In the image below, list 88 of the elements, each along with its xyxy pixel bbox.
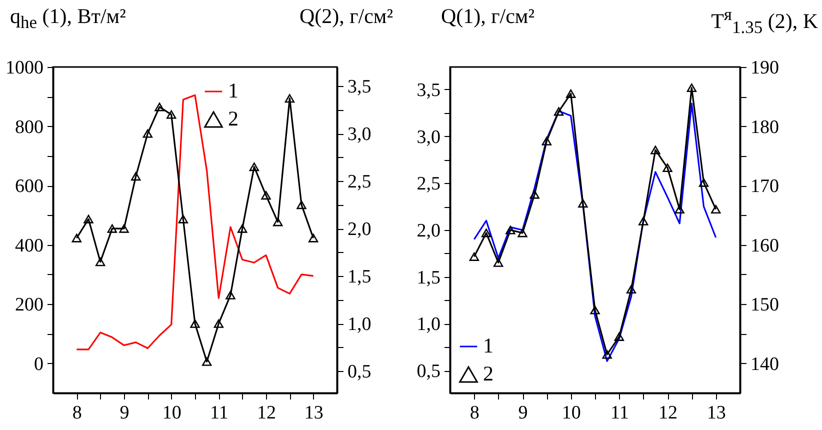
x-tick-label: 8 — [72, 402, 82, 424]
point — [308, 234, 318, 242]
y2-tick-label: 0,5 — [348, 362, 372, 383]
point — [131, 172, 141, 181]
y2-axis-title: T$^{я}$$_{1.35}$ (2), K — [711, 4, 818, 38]
y2-tick-label: 140 — [750, 354, 779, 375]
y-tick-label: 1,0 — [416, 314, 440, 336]
point — [214, 319, 224, 328]
y2-tick-label: 3,0 — [348, 124, 372, 146]
point — [650, 146, 660, 154]
y-axis-title: Q(1), г/см² — [441, 4, 535, 29]
point — [296, 200, 306, 210]
legend-label: 2 — [228, 106, 238, 130]
y2-tick-label: 3,5 — [348, 76, 372, 98]
legend-label: 1 — [228, 78, 238, 102]
point — [494, 258, 504, 267]
point — [602, 350, 612, 359]
y-tick-label: 800 — [15, 116, 44, 138]
point — [530, 190, 540, 199]
point — [542, 136, 552, 146]
point — [674, 204, 684, 214]
y2-tick-label: 1,0 — [348, 314, 372, 336]
point — [686, 83, 696, 92]
point — [84, 214, 94, 224]
point — [273, 218, 283, 226]
x-tick-label: 9 — [120, 402, 130, 424]
x-tick-label: 11 — [210, 402, 228, 424]
y2-tick-label: 2,5 — [348, 172, 372, 193]
x-tick-label: 11 — [610, 402, 629, 424]
point — [166, 110, 176, 119]
point — [614, 332, 624, 341]
y2-tick-label: 170 — [750, 176, 779, 198]
point — [178, 214, 188, 224]
y2-axis-title: Q(2), г/см² — [299, 4, 393, 29]
y-tick-label: 600 — [15, 176, 44, 198]
point — [711, 204, 721, 214]
point — [469, 252, 479, 261]
y2-tick-label: 160 — [750, 235, 779, 256]
y2-tick-label: 150 — [750, 294, 779, 316]
point — [249, 162, 259, 172]
point — [142, 129, 152, 138]
point — [506, 226, 516, 234]
x-tick-label: 12 — [658, 402, 678, 424]
point — [590, 306, 600, 314]
legend-label: 1 — [483, 334, 494, 358]
y2-tick-label: 2,0 — [348, 219, 372, 240]
y-tick-label: 400 — [15, 235, 44, 256]
y-tick-label: 0,5 — [416, 361, 440, 382]
y-tick-label: 0 — [34, 354, 44, 375]
point — [190, 319, 200, 328]
point — [518, 228, 528, 238]
point — [238, 224, 248, 233]
point — [107, 224, 117, 233]
y-tick-label: 1000 — [6, 58, 44, 78]
point — [154, 102, 164, 112]
point — [698, 178, 709, 187]
x-tick-label: 10 — [162, 402, 182, 424]
point — [566, 89, 576, 98]
y2-tick-label: 190 — [750, 58, 779, 78]
point — [72, 234, 82, 242]
point — [226, 290, 236, 300]
y-tick-label: 3,5 — [416, 80, 440, 101]
y-tick-label: 2,5 — [416, 174, 440, 195]
point — [638, 216, 648, 226]
x-tick-label: 9 — [518, 402, 528, 424]
legend-label: 2 — [483, 362, 494, 386]
point — [119, 224, 129, 233]
y-tick-label: 200 — [15, 294, 44, 316]
x-tick-label: 13 — [304, 402, 324, 424]
y2-tick-label: 1,5 — [348, 266, 372, 288]
x-tick-label: 13 — [706, 402, 726, 424]
y-tick-label: 3,0 — [416, 126, 440, 148]
point — [261, 191, 271, 200]
x-tick-label: 10 — [562, 402, 581, 424]
point — [662, 163, 672, 172]
point — [481, 228, 492, 238]
point — [626, 285, 636, 294]
x-tick-label: 12 — [257, 402, 276, 424]
point — [96, 258, 106, 266]
point — [284, 94, 294, 103]
point — [578, 199, 588, 208]
y-tick-label: 2,0 — [416, 220, 440, 242]
y2-tick-label: 180 — [750, 116, 779, 138]
point — [202, 357, 212, 366]
point — [554, 107, 564, 116]
x-tick-label: 8 — [470, 402, 480, 424]
y-axis-title: q$_{he}$ (1), Вт/м² — [10, 4, 126, 34]
y-tick-label: 1,5 — [416, 267, 440, 288]
